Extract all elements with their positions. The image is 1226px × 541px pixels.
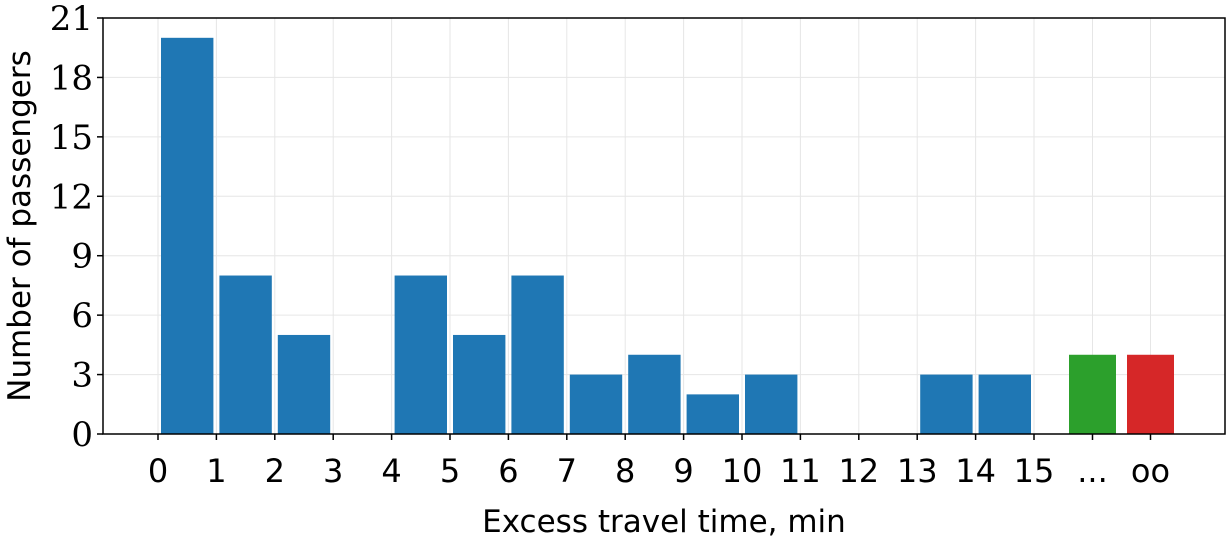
x-tick-label: 8 bbox=[615, 452, 635, 490]
histogram-bar bbox=[686, 394, 739, 434]
x-tick-label: ... bbox=[1077, 452, 1108, 490]
histogram-bar bbox=[978, 374, 1031, 434]
histogram-bar bbox=[745, 374, 798, 434]
y-tick-label: 18 bbox=[50, 58, 93, 98]
x-tick-label: 6 bbox=[498, 452, 518, 490]
histogram-bar bbox=[569, 374, 623, 434]
category-bar bbox=[1127, 354, 1174, 434]
y-tick-label: 3 bbox=[71, 356, 93, 396]
y-tick-label: 21 bbox=[50, 0, 93, 39]
y-tick-label: 12 bbox=[50, 177, 93, 217]
x-tick-label: 4 bbox=[381, 452, 401, 490]
histogram-bar bbox=[394, 275, 447, 434]
histogram-bar bbox=[920, 374, 973, 434]
x-tick-label: 10 bbox=[722, 452, 763, 490]
x-tick-label: 0 bbox=[148, 452, 168, 490]
x-tick-label: 1 bbox=[206, 452, 226, 490]
y-axis: 0 3 6 9 12 15 18 21 bbox=[50, 0, 103, 455]
bars-layer bbox=[161, 37, 1174, 435]
x-tick-label: 3 bbox=[323, 452, 343, 490]
plot-frame bbox=[102, 17, 1226, 435]
x-tick-label: 14 bbox=[955, 452, 996, 490]
histogram-bar bbox=[628, 354, 681, 434]
x-tick-label: 7 bbox=[557, 452, 577, 490]
category-bar bbox=[1069, 354, 1116, 434]
x-tick-label: 11 bbox=[780, 452, 821, 490]
y-tick-label: 6 bbox=[71, 296, 93, 336]
x-tick-label: 12 bbox=[838, 452, 879, 490]
histogram-bar bbox=[453, 334, 506, 434]
y-axis-label: Number of passengers bbox=[2, 50, 38, 401]
y-tick-label: 0 bbox=[71, 415, 93, 455]
grid-layer bbox=[103, 17, 1225, 435]
histogram-bar bbox=[277, 334, 331, 434]
x-axis: 0 1 2 3 4 5 6 7 8 9 10 11 12 13 14 15... oo bbox=[148, 434, 1170, 490]
y-tick-label: 9 bbox=[71, 237, 93, 277]
x-tick-label: 5 bbox=[440, 452, 460, 490]
x-tick-label: 15 bbox=[1014, 452, 1055, 490]
histogram-bar bbox=[161, 37, 214, 435]
x-tick-label: 2 bbox=[265, 452, 285, 490]
histogram-bar bbox=[219, 275, 272, 434]
x-tick-label: 9 bbox=[673, 452, 693, 490]
y-tick-label: 15 bbox=[50, 118, 93, 158]
x-axis-label: Excess travel time, min bbox=[482, 504, 846, 540]
x-tick-label: 13 bbox=[897, 452, 938, 490]
x-tick-label: oo bbox=[1131, 452, 1170, 490]
histogram-bar bbox=[511, 275, 564, 434]
